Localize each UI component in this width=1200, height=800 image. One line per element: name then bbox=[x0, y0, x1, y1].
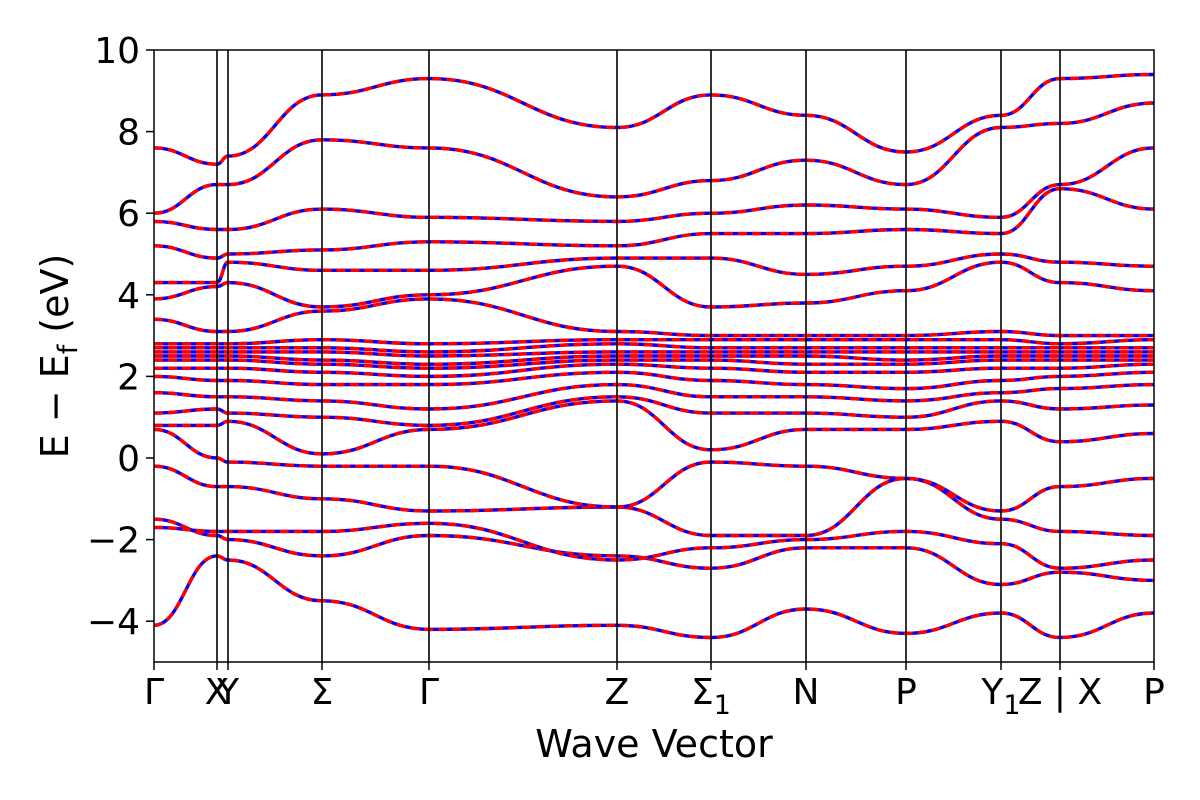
band-line-dft bbox=[154, 370, 1154, 391]
x-tick-label: Z | X bbox=[1018, 672, 1102, 713]
band-line-dft bbox=[154, 101, 1154, 215]
x-tick-label: P bbox=[1143, 672, 1165, 713]
y-axis-label: E − Ef (eV) bbox=[33, 254, 84, 459]
band-line-wannier bbox=[154, 101, 1154, 215]
band-line-dft bbox=[154, 382, 1154, 411]
x-tick-label: Y1 bbox=[980, 672, 1020, 721]
x-tick-label: Γ bbox=[144, 672, 164, 713]
band-line-wannier bbox=[154, 72, 1154, 166]
band-line-wannier bbox=[154, 517, 1154, 587]
y-tick-label: −4 bbox=[87, 602, 140, 643]
high-symmetry-lines bbox=[216, 50, 1061, 662]
band-line-dft bbox=[154, 186, 1154, 260]
band-line-dft bbox=[154, 337, 1154, 346]
x-tick-label: Σ bbox=[311, 672, 334, 713]
band-line-dft bbox=[154, 72, 1154, 166]
x-tick-label: N bbox=[793, 672, 820, 713]
plot-frame bbox=[153, 49, 1155, 663]
y-tick-label: 2 bbox=[117, 357, 140, 398]
y-tick-label: 10 bbox=[94, 31, 140, 72]
x-tick-label: Y bbox=[216, 672, 240, 713]
band-line-wannier bbox=[154, 464, 1154, 538]
band-line-wannier bbox=[154, 186, 1154, 260]
band-line-wannier bbox=[154, 382, 1154, 411]
band-line-wannier bbox=[154, 146, 1154, 232]
x-tick-label: P bbox=[895, 672, 917, 713]
y-tick-label: 6 bbox=[117, 194, 140, 235]
x-tick-label: Σ1 bbox=[691, 672, 731, 721]
x-tick-label: Γ bbox=[419, 672, 439, 713]
y-tick-label: 0 bbox=[117, 439, 140, 480]
y-tick-label: −2 bbox=[87, 521, 140, 562]
band-line-wannier bbox=[154, 554, 1154, 640]
band-line-wannier bbox=[154, 399, 1154, 456]
band-line-dft bbox=[154, 464, 1154, 538]
x-tick-label: Z bbox=[605, 672, 630, 713]
y-tick-label: 4 bbox=[117, 276, 140, 317]
bands-layer bbox=[154, 72, 1154, 640]
band-line-wannier bbox=[154, 252, 1154, 285]
band-line-dft bbox=[154, 517, 1154, 587]
x-axis-label: Wave Vector bbox=[535, 722, 773, 766]
y-tick-label: 8 bbox=[117, 113, 140, 154]
y-axis: −4 −2 0 2 4 6 8 10 bbox=[87, 31, 154, 643]
x-tick-label: X bbox=[205, 672, 230, 713]
band-line-dft bbox=[154, 399, 1154, 456]
